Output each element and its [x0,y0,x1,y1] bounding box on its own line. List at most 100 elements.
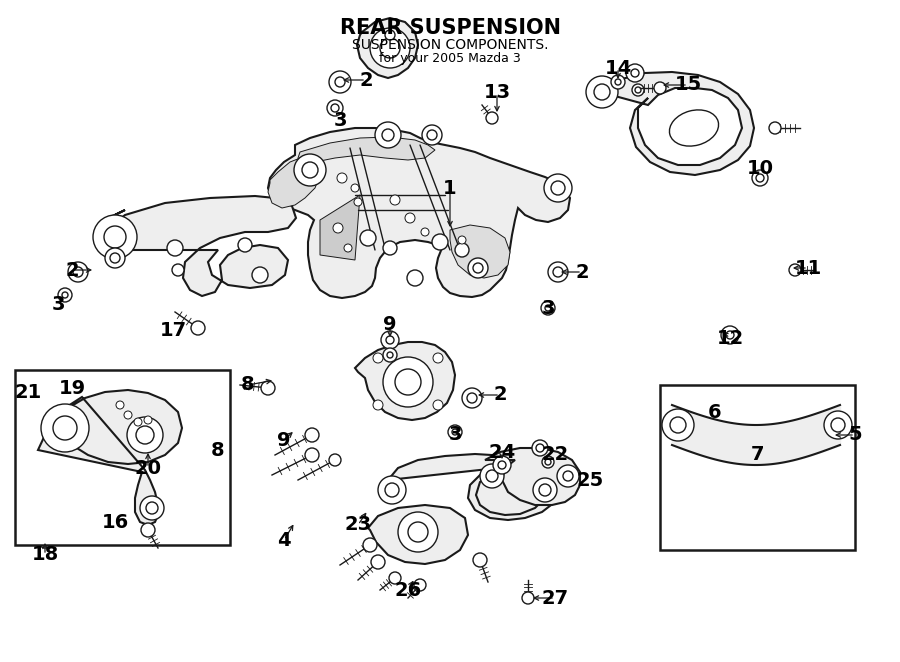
Circle shape [107,502,123,518]
Circle shape [594,84,610,100]
Text: 22: 22 [542,446,569,465]
Text: 8: 8 [212,440,225,459]
Circle shape [824,411,852,439]
Text: 21: 21 [14,383,41,402]
Circle shape [398,512,438,552]
Circle shape [452,429,458,435]
Text: 2: 2 [65,261,79,279]
Circle shape [544,174,572,202]
Circle shape [486,470,498,482]
Circle shape [385,483,399,497]
Polygon shape [357,18,418,78]
Circle shape [370,28,410,68]
Circle shape [432,234,448,250]
Circle shape [93,215,137,259]
Text: 20: 20 [134,459,161,477]
Circle shape [383,241,397,255]
Polygon shape [368,505,468,564]
Circle shape [191,321,205,335]
Circle shape [433,400,443,410]
Circle shape [363,538,377,552]
Circle shape [548,262,568,282]
Circle shape [378,476,406,504]
Text: 8: 8 [241,375,255,395]
Circle shape [167,240,183,256]
Circle shape [305,448,319,462]
Text: 24: 24 [489,442,516,461]
Circle shape [111,506,119,514]
Polygon shape [268,128,570,298]
Text: REAR SUSPENSION: REAR SUSPENSION [339,18,561,38]
Circle shape [371,555,385,569]
Circle shape [493,456,511,474]
Circle shape [405,213,415,223]
Circle shape [39,536,51,548]
Text: 2: 2 [493,385,507,404]
Polygon shape [450,225,510,278]
Circle shape [670,417,686,433]
Circle shape [726,331,734,339]
Circle shape [387,352,393,358]
Circle shape [302,162,318,178]
Circle shape [351,184,359,192]
Text: 3: 3 [448,426,462,444]
Circle shape [383,357,433,407]
Circle shape [124,411,132,419]
Circle shape [252,267,268,283]
Text: 19: 19 [58,379,86,397]
Text: 1: 1 [443,179,457,197]
Circle shape [541,301,555,315]
Circle shape [331,104,339,112]
Text: 27: 27 [542,589,569,608]
Circle shape [532,440,548,456]
Circle shape [769,122,781,134]
Circle shape [545,305,551,311]
Circle shape [360,230,376,246]
Circle shape [354,198,362,206]
Circle shape [140,496,164,520]
Circle shape [329,454,341,466]
Circle shape [427,130,437,140]
Text: 15: 15 [674,75,702,95]
Circle shape [380,38,400,58]
Text: 2: 2 [359,70,373,89]
Circle shape [305,428,319,442]
Text: 3: 3 [333,111,346,130]
Text: SUSPENSION COMPONENTS.: SUSPENSION COMPONENTS. [352,38,548,52]
FancyBboxPatch shape [660,385,855,550]
Circle shape [721,326,739,344]
FancyBboxPatch shape [15,370,230,545]
Circle shape [373,400,383,410]
Text: 13: 13 [483,83,510,103]
Circle shape [382,129,394,141]
Circle shape [105,248,125,268]
Text: 9: 9 [383,316,397,334]
Circle shape [373,353,383,363]
Polygon shape [388,454,558,520]
Circle shape [752,170,768,186]
Circle shape [68,262,88,282]
Polygon shape [298,137,435,165]
Circle shape [344,244,352,252]
Text: 2: 2 [575,263,589,281]
Circle shape [545,459,551,465]
Text: 4: 4 [277,530,291,549]
Text: for your 2005 Mazda 3: for your 2005 Mazda 3 [379,52,521,65]
Circle shape [116,401,124,409]
Polygon shape [320,195,360,260]
Text: 14: 14 [605,58,632,77]
Text: 6: 6 [708,404,722,422]
Circle shape [654,82,666,94]
Circle shape [611,75,625,89]
Circle shape [408,522,428,542]
Text: 25: 25 [576,471,604,489]
Polygon shape [100,196,296,296]
Circle shape [553,267,563,277]
Circle shape [389,572,401,584]
Circle shape [586,76,618,108]
Circle shape [127,417,163,453]
Circle shape [41,404,89,452]
Circle shape [383,348,397,362]
Circle shape [789,264,801,276]
Circle shape [58,288,72,302]
